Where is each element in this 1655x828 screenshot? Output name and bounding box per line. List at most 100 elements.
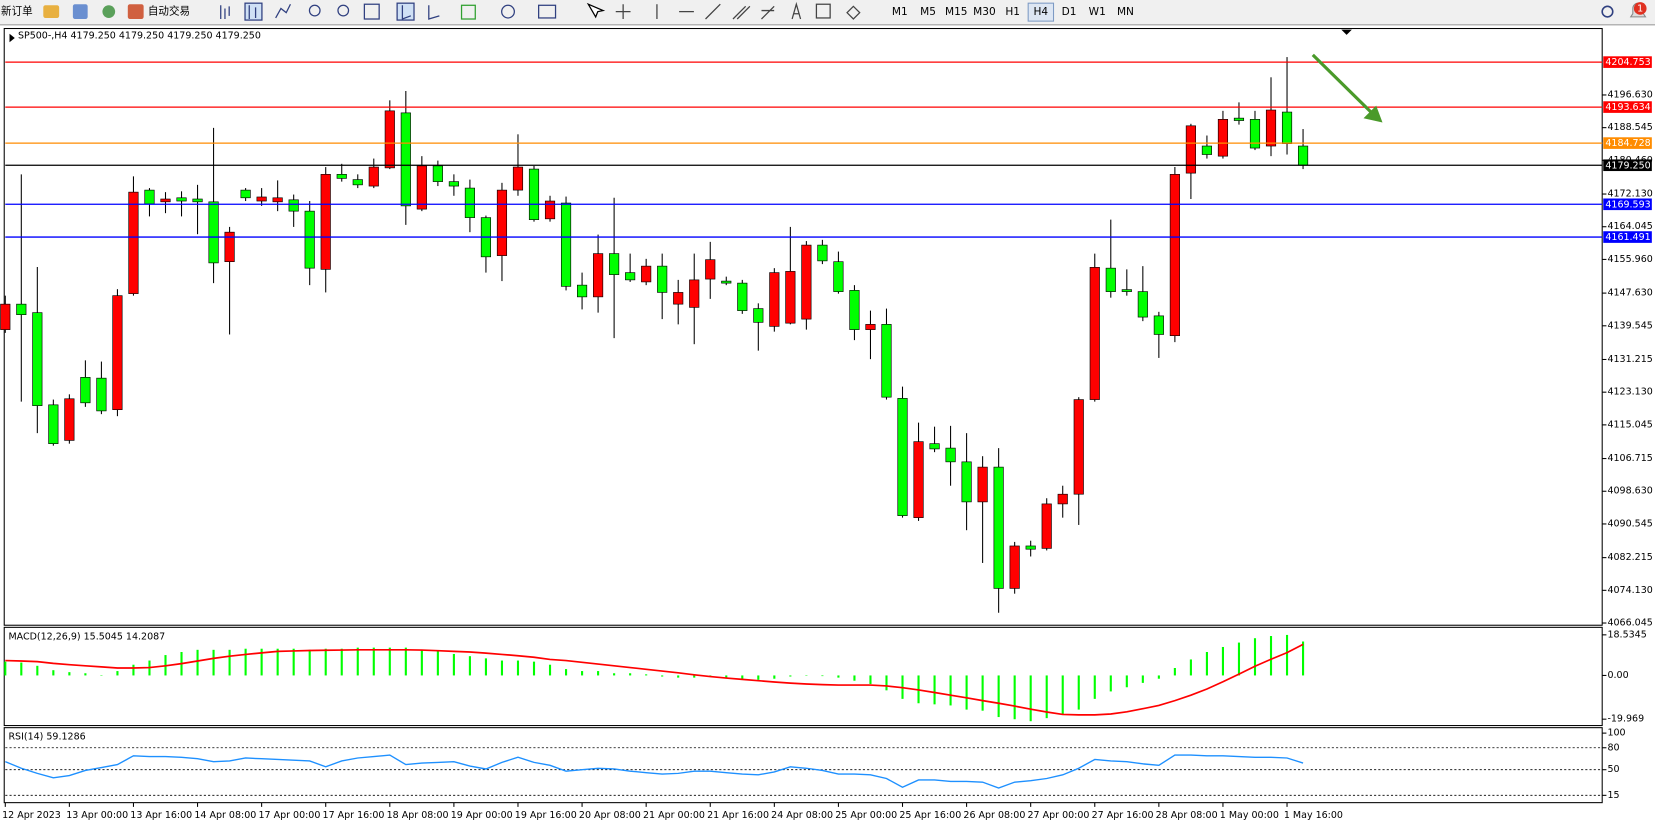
timeframe-button[interactable]: M30: [973, 6, 996, 18]
candle-body: [1073, 399, 1084, 495]
toolbar-icon[interactable]: [401, 5, 412, 20]
search-icon[interactable]: [1601, 5, 1614, 18]
cursor-tool[interactable]: [586, 2, 606, 19]
symbol-marker: [9, 33, 15, 43]
x-tick-label: 26 Apr 08:00: [963, 810, 1025, 821]
macd-title: MACD(12,26,9) 15.5045 14.2087: [8, 631, 165, 642]
trendline-tool[interactable]: [705, 3, 721, 20]
toolbar-icon[interactable]: [501, 4, 515, 19]
candle-body: [833, 261, 844, 292]
candle-body: [1105, 267, 1116, 292]
y-tick-label: 4131.215: [1607, 354, 1652, 365]
candle-body: [753, 308, 764, 323]
candle-body: [432, 165, 443, 182]
x-tick-label: 13 Apr 00:00: [66, 810, 128, 821]
x-tick-label: 24 Apr 08:00: [771, 810, 833, 821]
x-tick-label: 19 Apr 00:00: [451, 810, 513, 821]
new-order-button[interactable]: 新订单: [1, 5, 33, 18]
candle-body: [496, 189, 508, 256]
candle-body: [160, 198, 171, 203]
candle-body: [1009, 545, 1020, 589]
candle-body: [0, 303, 11, 330]
shapes-tool[interactable]: [846, 5, 861, 20]
candle-body: [32, 312, 43, 406]
toolbar-icon[interactable]: [248, 5, 257, 20]
rsi-pane: [3, 727, 1603, 804]
x-tick-label: 21 Apr 00:00: [643, 810, 705, 821]
timeframe-button[interactable]: M5: [920, 6, 936, 18]
candle-body: [528, 168, 540, 220]
y-tick-label: 4106.715: [1607, 453, 1652, 464]
candle-body: [448, 181, 459, 187]
candle-body: [304, 210, 315, 269]
price-level-label: 4161.491: [1605, 232, 1650, 243]
timeframe-button[interactable]: D1: [1062, 6, 1077, 18]
x-tick-label: 17 Apr 00:00: [258, 810, 320, 821]
toolbar-icon[interactable]: [72, 4, 88, 20]
toolbar-icon[interactable]: [428, 5, 440, 20]
rsi-title: RSI(14) 59.1286: [8, 732, 85, 743]
toolbar-icon[interactable]: [460, 4, 476, 20]
candle-body: [945, 447, 956, 463]
candle-body: [577, 284, 588, 298]
toolbar-icon[interactable]: [220, 5, 230, 20]
candle-body: [400, 112, 411, 207]
candle-body: [1121, 289, 1132, 292]
toolbar-icon[interactable]: [308, 4, 321, 17]
candle-body: [336, 174, 347, 179]
main-pane: [3, 27, 1603, 626]
candle-body: [96, 377, 107, 412]
auto-trading-button[interactable]: 自动交易: [148, 5, 190, 18]
candle-body: [464, 187, 475, 218]
candle-body: [977, 466, 988, 503]
toolbar-icon[interactable]: [244, 2, 263, 21]
auto-trading-icon[interactable]: [127, 4, 144, 20]
toolbar-icon[interactable]: [363, 3, 380, 20]
candle-body: [208, 201, 219, 264]
candle-body: [881, 324, 892, 398]
candle-body: [913, 441, 924, 518]
candle-body: [176, 197, 187, 202]
timeframe-button[interactable]: M1: [892, 6, 908, 18]
text-tool[interactable]: [791, 1, 802, 20]
channel-tool[interactable]: [732, 5, 751, 20]
candle-body: [384, 110, 395, 169]
candle-body: [641, 265, 652, 283]
y-tick-label: 50: [1607, 764, 1619, 775]
candle-body: [48, 404, 59, 444]
y-tick-label: -19.969: [1607, 714, 1644, 725]
candle-body: [865, 324, 876, 330]
price-level-tag: [1603, 137, 1652, 149]
y-tick-label: 4090.545: [1607, 518, 1652, 529]
toolbar-icon[interactable]: [337, 4, 350, 17]
timeframe-button[interactable]: M15: [945, 6, 968, 18]
candle-body: [721, 280, 732, 284]
candle-body: [1217, 119, 1229, 157]
toolbar-icon[interactable]: [102, 5, 116, 18]
label-tool[interactable]: [815, 3, 831, 19]
x-tick-label: 27 Apr 00:00: [1028, 810, 1090, 821]
x-tick-label: 19 Apr 16:00: [515, 810, 577, 821]
y-tick-label: 100: [1607, 728, 1625, 739]
timeframe-button[interactable]: H4: [1034, 6, 1049, 18]
timeframe-button[interactable]: H1: [1005, 6, 1020, 18]
x-tick-label: 1 May 16:00: [1284, 810, 1343, 821]
toolbar-icon[interactable]: [538, 4, 557, 19]
x-tick-label: 25 Apr 00:00: [835, 810, 897, 821]
crosshair-tool[interactable]: [615, 4, 631, 20]
y-tick-label: 4155.960: [1607, 254, 1652, 265]
toolbar-icon[interactable]: [43, 5, 60, 18]
candle-body: [1265, 109, 1277, 147]
toolbar-icon[interactable]: [275, 3, 292, 19]
timeframe-button[interactable]: W1: [1089, 6, 1106, 18]
timeframe-button[interactable]: MN: [1117, 6, 1134, 18]
x-tick-label: 13 Apr 16:00: [130, 810, 192, 821]
macd-pane: [3, 626, 1603, 727]
price-level-tag: [1603, 101, 1652, 113]
fibo-tool[interactable]: [761, 5, 775, 20]
candle-body: [1185, 125, 1196, 174]
x-tick-label: 17 Apr 16:00: [323, 810, 385, 821]
candle-body: [352, 179, 363, 186]
candle-body: [368, 166, 379, 187]
